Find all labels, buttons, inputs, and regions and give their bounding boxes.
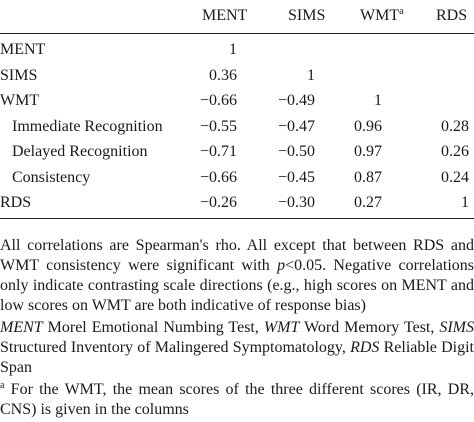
abbr-wmt: WMT — [263, 319, 300, 336]
table-cell: 0.24 — [441, 168, 469, 186]
header-rule — [0, 33, 474, 34]
abbr-wmt-text: Word Memory Test, — [299, 319, 440, 336]
footnote-wmt: a For the WMT, the mean scores of the th… — [0, 380, 474, 420]
table-cell: 1 — [229, 41, 237, 58]
col-header-ment: MENT — [202, 7, 248, 24]
table-cell: −0.49 — [277, 92, 315, 109]
footnote-text: For the WMT, the mean scores of the thre… — [0, 381, 474, 418]
note1-text-b: <0.05. Negative correlations only indica… — [0, 257, 474, 314]
row-label: RDS — [0, 194, 32, 211]
note1-p: p — [277, 257, 286, 274]
col-header-rds: RDS — [436, 7, 468, 24]
table-cell: −0.50 — [277, 143, 315, 160]
row-label: Immediate Recognition — [12, 117, 163, 135]
table-cell: 0.36 — [209, 66, 237, 84]
table-cell: 1 — [461, 194, 469, 211]
bottom-rule — [0, 218, 474, 219]
table-cell: 0.87 — [354, 168, 382, 186]
abbr-ment-text: Morel Emotional Numbing Test, — [42, 319, 264, 336]
row-label: MENT — [0, 41, 46, 58]
col-header-sims: SIMS — [288, 7, 326, 24]
table-cell: −0.26 — [199, 194, 237, 211]
note1-text-a: All correlations are Spearman's rho. All… — [0, 237, 474, 274]
row-label: WMT — [0, 92, 40, 109]
table-cell: −0.47 — [277, 117, 315, 135]
table-cell: 1 — [307, 66, 315, 84]
row-label: SIMS — [0, 66, 38, 84]
table-cell: 0.27 — [354, 194, 382, 211]
table-cell: −0.45 — [277, 168, 315, 186]
table-cell: −0.30 — [277, 194, 315, 211]
table-cell: 0.28 — [441, 117, 469, 135]
table-cell: 0.97 — [354, 143, 382, 160]
col-header-wmt-label: WMT — [360, 7, 400, 24]
table-cell: 0.96 — [354, 117, 382, 135]
note-correlations: All correlations are Spearman's rho. All… — [0, 236, 474, 316]
abbr-sims: SIMS — [439, 319, 474, 336]
table-cell: 0.26 — [441, 143, 469, 160]
note-abbreviations: MENT Morel Emotional Numbing Test, WMT W… — [0, 318, 474, 378]
abbr-rds: RDS — [350, 339, 380, 356]
abbr-sims-text: Structured Inventory of Malingered Sympt… — [0, 339, 351, 356]
table-cell: −0.55 — [199, 117, 237, 135]
table-cell: 1 — [374, 92, 382, 109]
abbr-ment: MENT — [0, 319, 43, 336]
row-label: Delayed Recognition — [12, 143, 148, 160]
abbr-rds-text: Reliable Digit Span — [0, 339, 474, 376]
table-cell: −0.66 — [199, 92, 237, 109]
table-cell: −0.71 — [199, 143, 237, 160]
col-header-wmt: WMTa — [360, 6, 404, 26]
col-header-wmt-sup: a — [399, 6, 404, 17]
table-cell: −0.66 — [199, 168, 237, 186]
row-label: Consistency — [12, 168, 91, 186]
footnote-sup: a — [0, 380, 5, 391]
